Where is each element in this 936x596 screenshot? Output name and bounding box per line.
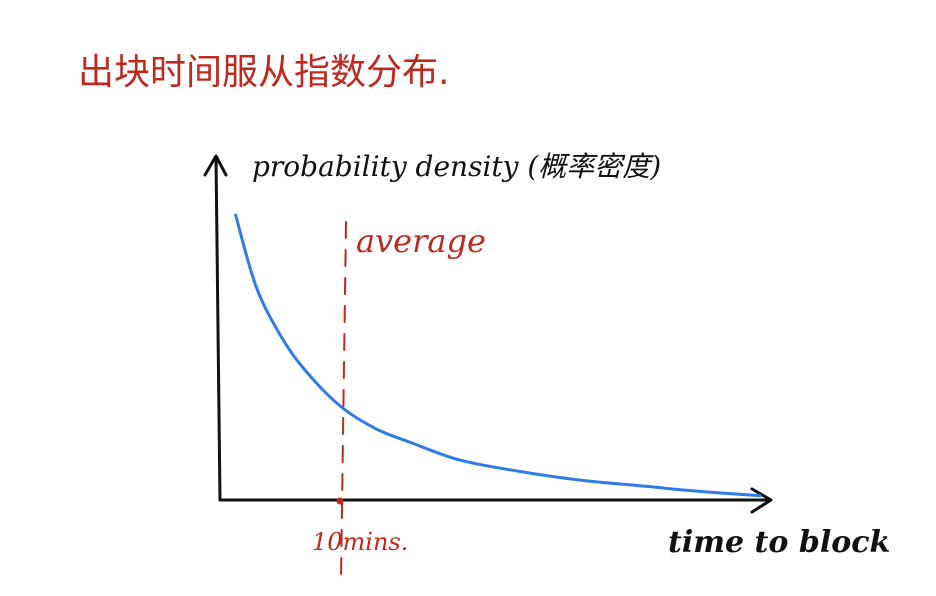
average-dashed-line [340,221,347,579]
y-axis-label: probability density (概率密度) [252,150,661,183]
density-curve-series-0 [234,213,762,498]
average-tick-label: 10mins. [312,528,408,556]
y-axis-arrowhead [203,154,228,177]
chart-title: 出块时间服从指数分布. [78,52,449,93]
x-axis-label: time to block [668,525,890,560]
x-axis-arrowhead [750,487,773,514]
average-label: average [356,222,486,260]
average-axis-tick [336,497,344,505]
y-axis-line [214,156,222,502]
